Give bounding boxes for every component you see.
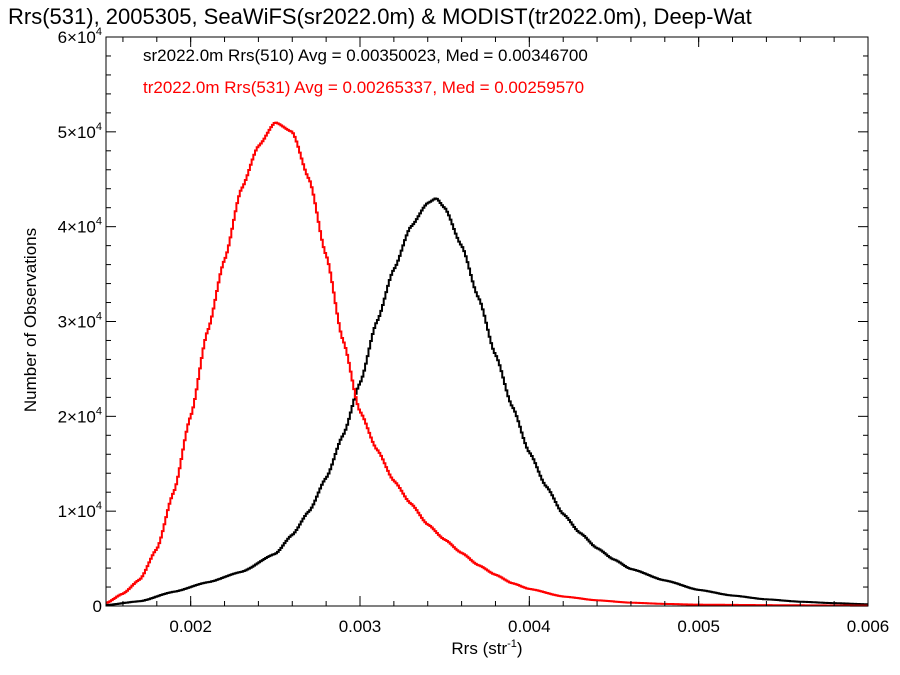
legend-entry-1: sr2022.0m Rrs(510) Avg = 0.00350023, Med…: [143, 46, 588, 65]
plot-frame: [105, 36, 869, 607]
y-tick-label: 5×104: [58, 121, 102, 142]
x-tick-label: 0.003: [339, 617, 382, 636]
x-tick-label: 0.002: [169, 617, 212, 636]
plot-area: [106, 121, 868, 607]
x-axis-label: Rrs (str-1): [451, 638, 522, 658]
y-axis-label: Number of Observations: [21, 228, 40, 412]
y-tick-label: 1×104: [58, 500, 102, 521]
y-tick-label: 4×104: [58, 216, 102, 237]
x-tick-label: 0.005: [677, 617, 720, 636]
x-tick-label: 0.004: [508, 617, 551, 636]
y-axis: 0 1×104 2×104 3×104 4×104 5×104 6×104: [58, 26, 868, 616]
series-line-2: [106, 121, 868, 607]
x-tick-label: 0.006: [847, 617, 890, 636]
y-tick-label: 0: [93, 597, 102, 616]
x-axis-label-exp: -1: [507, 638, 517, 650]
legend-entry-2: tr2022.0m Rrs(531) Avg = 0.00265337, Med…: [143, 78, 584, 97]
chart-title: Rrs(531), 2005305, SeaWiFS(sr2022.0m) & …: [8, 4, 752, 29]
x-axis-label-close: ): [517, 639, 523, 658]
x-axis-label-base: Rrs (str: [451, 639, 507, 658]
x-axis: 0.002 0.003 0.004 0.005 0.006: [122, 37, 890, 636]
series-line-1: [106, 197, 868, 606]
y-tick-label: 2×104: [58, 405, 102, 426]
y-tick-label: 3×104: [58, 311, 102, 332]
y-tick-label: 6×104: [58, 26, 102, 47]
